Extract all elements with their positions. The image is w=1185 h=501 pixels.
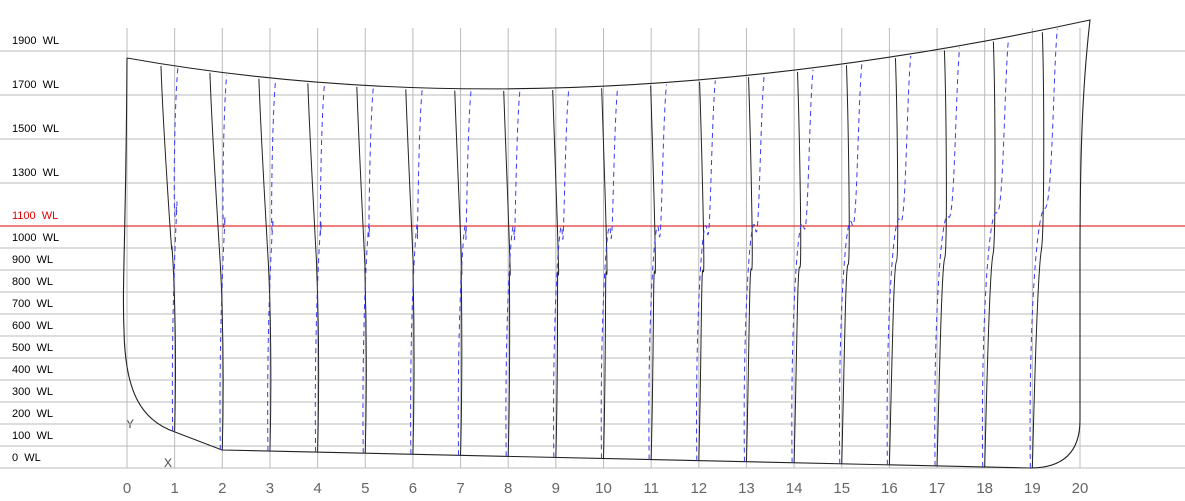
station-label: 8 bbox=[504, 480, 512, 497]
section-line-dashed bbox=[838, 63, 863, 464]
section-line bbox=[307, 83, 320, 453]
section-line-dashed bbox=[314, 84, 325, 453]
section-line-dashed bbox=[791, 69, 814, 463]
section-line bbox=[160, 65, 176, 432]
waterline-label: 100 WL bbox=[12, 430, 53, 442]
waterline-label: 300 WL bbox=[12, 386, 53, 398]
waterline-label: 400 WL bbox=[12, 364, 53, 376]
station-label: 13 bbox=[738, 480, 755, 497]
waterline-label: 1700 WL bbox=[12, 79, 59, 91]
section-line bbox=[936, 50, 947, 466]
station-label: 2 bbox=[218, 480, 226, 497]
station-label: 15 bbox=[833, 480, 850, 497]
station-label: 16 bbox=[881, 480, 898, 497]
section-line bbox=[356, 86, 367, 454]
station-label: 9 bbox=[552, 480, 560, 497]
section-line bbox=[209, 72, 224, 451]
section-line bbox=[601, 88, 608, 459]
section-line bbox=[984, 41, 996, 468]
hull-outline bbox=[122, 19, 1091, 469]
waterline-label: 900 WL bbox=[12, 254, 53, 266]
section-line bbox=[650, 85, 656, 460]
waterline-label: 600 WL bbox=[12, 320, 53, 332]
waterline-label: 1300 WL bbox=[12, 167, 59, 179]
waterline-label: 1500 WL bbox=[12, 123, 59, 135]
station-label: 4 bbox=[313, 480, 321, 497]
station-label: 20 bbox=[1072, 480, 1089, 497]
section-line bbox=[841, 65, 850, 464]
station-label: 14 bbox=[786, 480, 803, 497]
section-line bbox=[698, 81, 705, 461]
station-label: 6 bbox=[409, 480, 417, 497]
waterline-label: 0 WL bbox=[12, 452, 41, 464]
section-line-dashed bbox=[505, 90, 521, 457]
station-label: 1 bbox=[170, 480, 178, 497]
section-line-dashed bbox=[696, 80, 716, 461]
section-line-dashed bbox=[743, 75, 765, 462]
waterline-label: 200 WL bbox=[12, 408, 53, 420]
station-label: 11 bbox=[643, 480, 659, 497]
section-line-dashed bbox=[171, 68, 179, 432]
section-line-dashed bbox=[219, 75, 228, 451]
section-line-dashed bbox=[553, 89, 570, 458]
station-label: 7 bbox=[456, 480, 464, 497]
section-line-dashed bbox=[362, 87, 374, 454]
section-line-dashed bbox=[886, 55, 912, 465]
section-line bbox=[1031, 32, 1045, 469]
section-line-dashed bbox=[648, 84, 667, 460]
section-line-dashed bbox=[410, 89, 423, 455]
section-line-dashed bbox=[600, 87, 619, 459]
waterline-label: 700 WL bbox=[12, 298, 53, 310]
station-label: 17 bbox=[929, 480, 946, 497]
waterline-label: 500 WL bbox=[12, 342, 53, 354]
station-label: 19 bbox=[1024, 480, 1041, 497]
section-line-dashed bbox=[267, 80, 277, 452]
station-label: 5 bbox=[361, 480, 369, 497]
section-line-dashed bbox=[981, 38, 1009, 467]
section-line bbox=[888, 58, 899, 465]
axis-x-label: X bbox=[164, 456, 172, 470]
section-line-dashed bbox=[457, 90, 472, 456]
section-line bbox=[503, 90, 511, 457]
station-label: 12 bbox=[690, 480, 707, 497]
section-line bbox=[552, 90, 560, 458]
waterline-label: 1900 WL bbox=[12, 35, 59, 47]
waterline-label: 800 WL bbox=[12, 276, 53, 288]
station-label: 3 bbox=[266, 480, 274, 497]
station-label: 18 bbox=[976, 480, 993, 497]
section-line bbox=[745, 77, 753, 462]
section-line bbox=[258, 78, 272, 452]
station-label: 0 bbox=[123, 480, 131, 497]
waterline-label: 1000 WL bbox=[12, 232, 59, 244]
section-line bbox=[793, 71, 802, 463]
station-label: 10 bbox=[595, 480, 612, 497]
waterline-label: 1100 WL bbox=[12, 210, 58, 222]
